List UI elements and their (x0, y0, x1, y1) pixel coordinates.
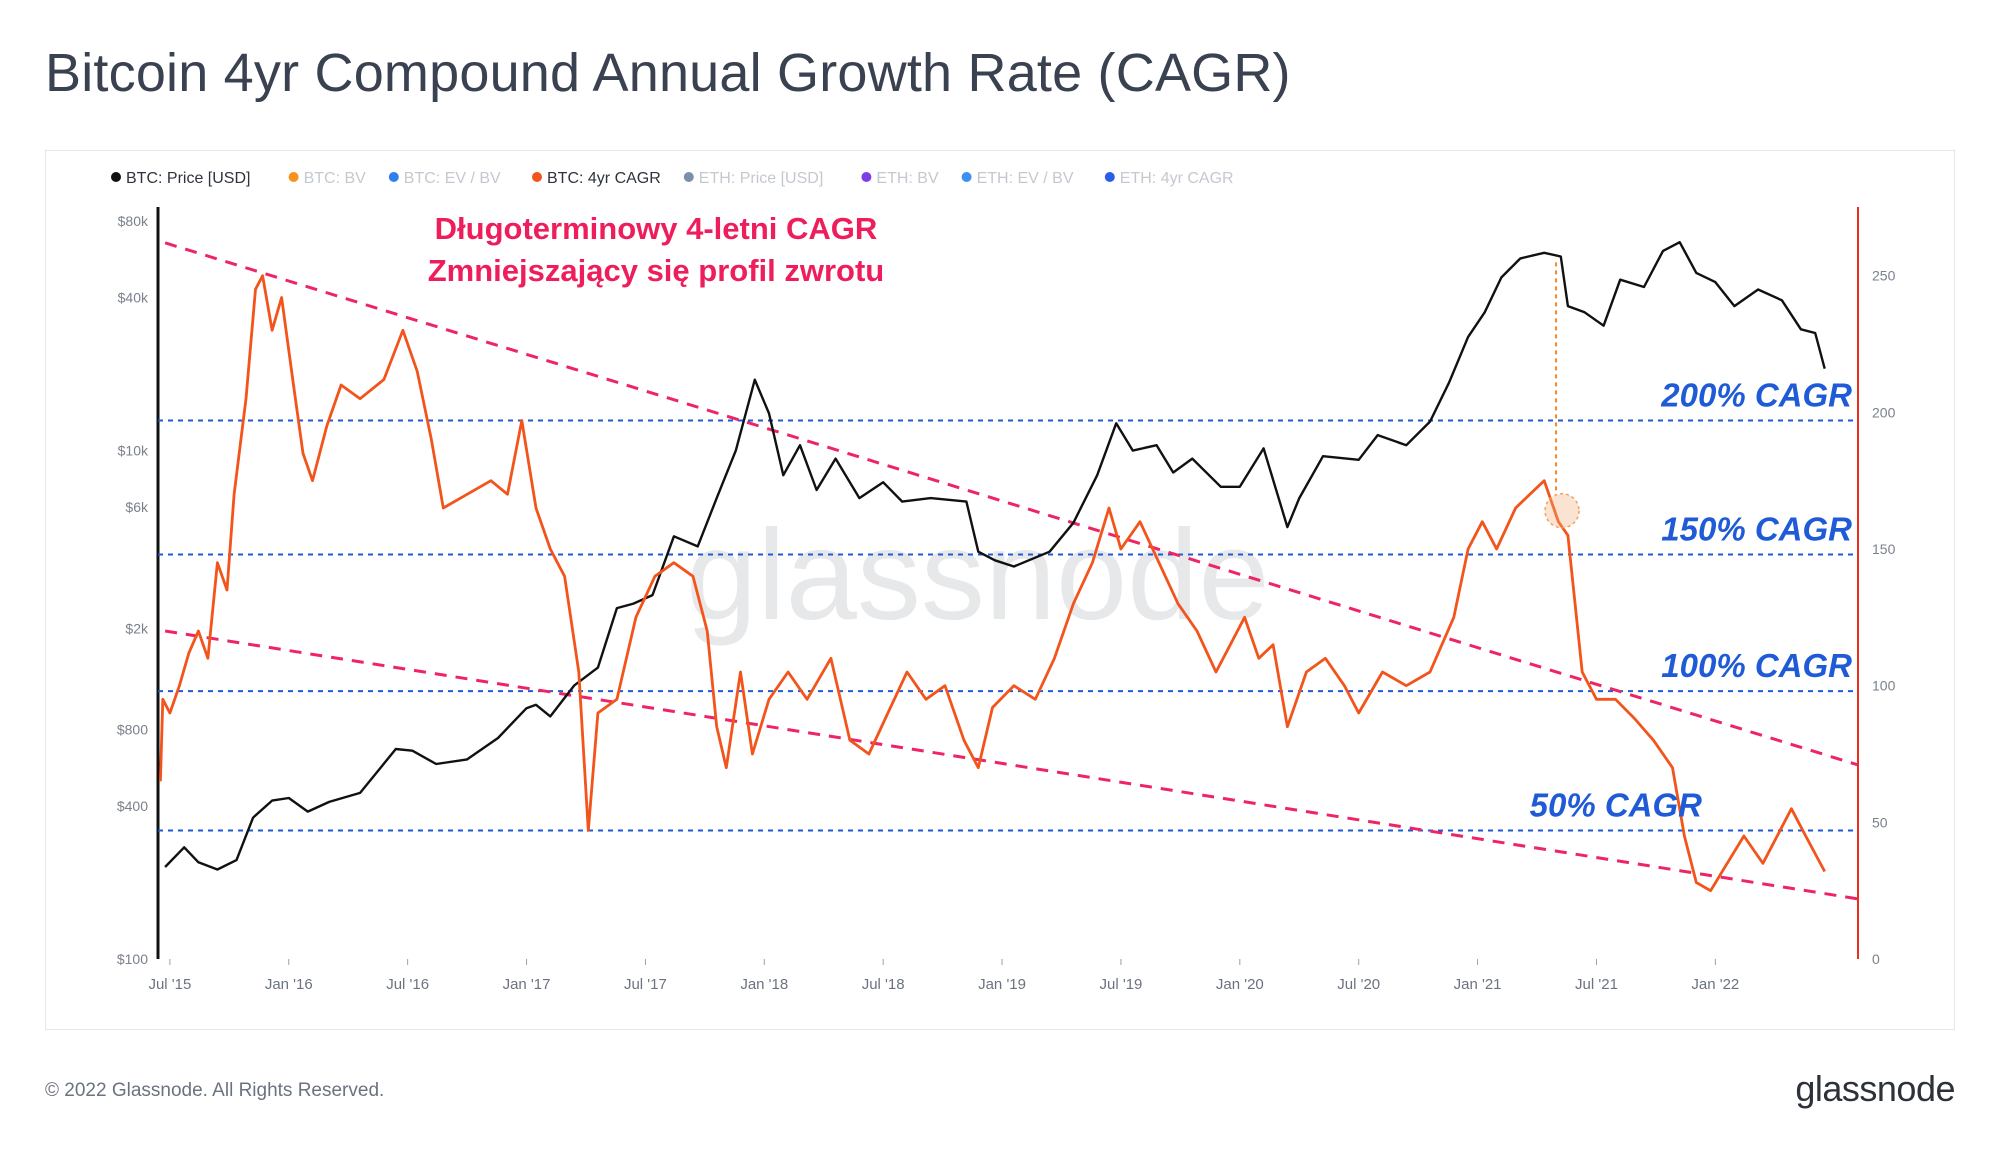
x-tick-label: Jan '16 (265, 976, 313, 993)
x-tick-label: Jan '20 (1216, 976, 1264, 993)
left-tick-label: $2k (125, 620, 149, 636)
left-tick-label: $800 (117, 721, 148, 737)
btc-price-line[interactable] (164, 240, 1826, 871)
legend-dot-6[interactable] (961, 172, 972, 182)
glassnode-logo: glassnode (1795, 1068, 1955, 1109)
reference-label: 50% CAGR (1530, 787, 1703, 824)
legend-item[interactable]: BTC: Price [USD] (126, 170, 250, 187)
x-tick-label: Jul '16 (386, 976, 429, 993)
x-tick-label: Jul '17 (624, 976, 667, 993)
right-tick-label: 150 (1872, 541, 1896, 557)
legend-dot-3[interactable] (532, 172, 542, 182)
highlight-marker[interactable] (1544, 492, 1580, 529)
legend-dot-5[interactable] (861, 172, 872, 182)
x-tick-label: Jul '21 (1575, 976, 1618, 993)
btc-cagr-line[interactable] (159, 274, 1826, 893)
right-tick-label: 250 (1872, 268, 1896, 284)
legend-dot-7[interactable] (1104, 172, 1115, 182)
legend-item[interactable]: BTC: 4yr CAGR (547, 170, 661, 187)
x-tick-label: Jul '15 (148, 976, 191, 993)
x-tick-label: Jan '18 (740, 976, 788, 993)
left-tick-label: $40k (118, 290, 149, 306)
legend-item[interactable]: ETH: EV / BV (977, 170, 1074, 187)
chart: glassnode BTC: Price [USD] BTC: BV BTC: EV … (111, 170, 1896, 993)
x-tick-label: Jul '19 (1099, 976, 1142, 993)
legend-item[interactable]: ETH: BV (876, 170, 939, 187)
annotation-line2: Zmniejszający się profil zwrotu (428, 253, 885, 288)
legend-item[interactable]: BTC: BV (304, 170, 367, 187)
x-tick-label: Jan '19 (978, 976, 1026, 993)
legend-item[interactable]: BTC: EV / BV (404, 170, 501, 187)
legend-dot-1[interactable] (288, 172, 299, 182)
legend-item[interactable]: ETH: 4yr CAGR (1120, 170, 1234, 187)
left-tick-label: $6k (125, 499, 149, 515)
left-tick-label: $80k (118, 213, 149, 229)
annotation-line1: Długoterminowy 4-letni CAGR (435, 211, 878, 246)
legend-dot-4[interactable] (683, 172, 694, 182)
x-tick-label: Jan '21 (1454, 976, 1502, 993)
page-title: Bitcoin 4yr Compound Annual Growth Rate … (45, 43, 1291, 103)
right-tick-label: 100 (1872, 678, 1896, 694)
chart-panel: glassnode BTC: Price [USD] BTC: BV BTC: EV … (45, 150, 1955, 1030)
legend-dot-2[interactable] (388, 172, 399, 182)
trendline-0 (164, 241, 1859, 767)
reference-label: 100% CAGR (1661, 647, 1852, 684)
legend-dot-0[interactable] (111, 172, 121, 182)
reference-label: 150% CAGR (1661, 510, 1852, 547)
watermark-text: glassnode (686, 504, 1270, 647)
x-tick-label: Jul '18 (862, 976, 905, 993)
left-tick-label: $400 (117, 798, 148, 814)
legend-item[interactable]: ETH: Price [USD] (699, 170, 823, 187)
right-tick-label: 0 (1872, 951, 1880, 967)
copyright-text: © 2022 Glassnode. All Rights Reserved. (45, 1080, 385, 1101)
right-tick-label: 200 (1872, 404, 1896, 420)
x-tick-label: Jan '22 (1691, 976, 1739, 993)
left-tick-label: $10k (118, 443, 149, 459)
x-tick-label: Jul '20 (1337, 976, 1380, 993)
reference-label: 200% CAGR (1660, 377, 1852, 414)
x-tick-label: Jan '17 (503, 976, 551, 993)
left-tick-label: $100 (117, 951, 148, 967)
right-tick-label: 50 (1872, 814, 1888, 830)
trendline-1 (164, 629, 1859, 901)
